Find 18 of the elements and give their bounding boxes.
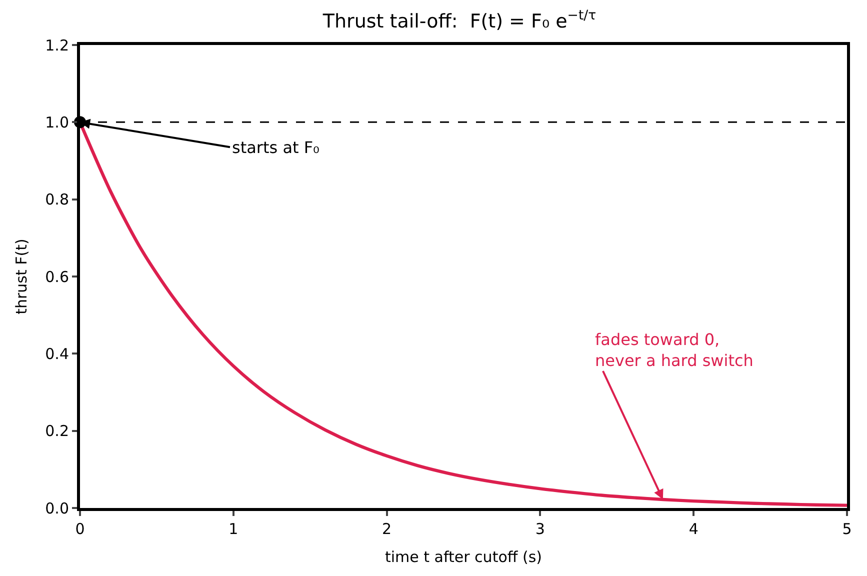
y-tick-label: 1.0 [45, 113, 69, 132]
y-axis-title: thrust F(t) [12, 238, 30, 314]
x-axis-title: time t after cutoff (s) [385, 548, 542, 566]
y-tick-label: 0.2 [45, 422, 69, 440]
x-tick-label: 2 [382, 520, 392, 538]
y-tick-label: 0.4 [45, 344, 69, 363]
y-tick-label: 0.0 [45, 499, 69, 518]
annotation: starts at F₀ [232, 138, 320, 157]
x-tick-label: 3 [535, 520, 545, 538]
x-tick-label: 1 [228, 520, 238, 538]
x-tick-label: 4 [688, 520, 698, 538]
y-tick-label: 0.8 [45, 190, 69, 209]
annotation: fades toward 0, never a hard switch [595, 330, 754, 370]
y-tick-label: 1.2 [45, 36, 69, 54]
x-tick-label: 0 [75, 520, 85, 538]
chart-title: Thrust tail-off: F(t) = F₀ e$^{−t/τ}$ [322, 8, 596, 33]
y-tick-label: 0.6 [45, 268, 69, 286]
x-tick-label: 5 [842, 520, 852, 538]
